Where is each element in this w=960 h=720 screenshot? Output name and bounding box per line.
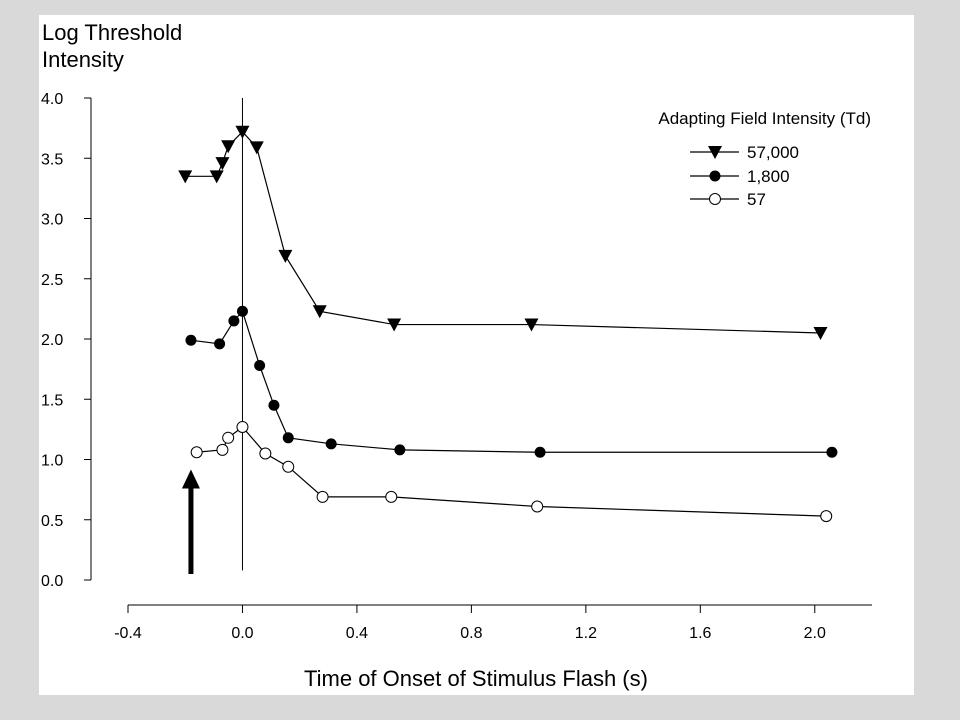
x-tick-label: 1.6 [689,625,711,642]
series-line [185,130,821,334]
y-tick-label: 1.5 [41,392,63,409]
data-point [325,438,337,450]
x-tick-label: 0.0 [231,625,253,642]
y-tick-label: 0.0 [41,573,63,590]
data-point [813,326,828,340]
data-point [524,318,539,332]
data-point [282,460,295,473]
data-point [190,446,203,459]
data-point [215,157,230,171]
series-2 [190,420,833,523]
data-point [394,444,406,456]
data-point [214,338,226,350]
legend-marker [709,193,721,205]
x-tick-label: 0.4 [346,625,368,642]
data-point [826,446,838,458]
data-point [249,141,264,155]
y-tick-label: 1.0 [41,453,63,470]
series-0 [178,125,828,340]
x-axis-title: Time of Onset of Stimulus Flash (s) [304,666,648,691]
data-point [316,490,329,503]
data-point [236,305,248,317]
legend-label: 57,000 [747,143,799,162]
plot-area: 0.0 0.5 1.0 1.5 2.0 2.5 3.0 3.5 4.0 -0.4 0.0 0.4 0.8… [41,91,872,642]
x-tick-label: 0.8 [460,625,482,642]
data-point [531,500,544,513]
y-tick-label: 3.5 [41,151,63,168]
data-point [268,399,280,411]
data-point [387,318,402,332]
data-point [178,170,193,184]
x-tick-label: -0.4 [114,625,142,642]
y-tick-label: 4.0 [41,91,63,108]
data-point [221,140,236,154]
data-point [209,170,224,184]
legend-item-2: 57 [690,190,766,209]
y-tick-label: 0.5 [41,513,63,530]
chart-svg: Log Threshold Intensity Time of Onset of… [41,20,872,691]
legend-label: 57 [747,190,766,209]
legend-marker [708,146,722,159]
data-point [534,446,546,458]
y-axis-title-line-2: Intensity [42,47,124,72]
y-tick-label: 2.5 [41,272,63,289]
x-tick-label: 2.0 [804,625,826,642]
data-point [278,249,293,263]
series-line [190,310,832,453]
legend-marker [709,170,721,182]
data-point [235,125,250,139]
data-point [254,360,266,372]
chart-frame: Log Threshold Intensity Time of Onset of… [39,15,914,695]
data-point [216,443,229,456]
legend-item-1: 1,800 [690,167,790,186]
data-point [312,305,327,319]
data-point [282,432,294,444]
data-point [228,315,240,327]
series-1 [185,305,838,458]
data-point [185,334,197,346]
legend-title: Adapting Field Intensity (Td) [658,109,871,128]
data-point [222,431,235,444]
x-tick-label: 1.2 [575,625,597,642]
legend-item-0: 57,000 [690,143,799,162]
y-tick-label: 2.0 [41,332,63,349]
data-point [259,447,272,460]
y-tick-label: 3.0 [41,212,63,229]
series-line [196,426,827,517]
y-axis-title-line-1: Log Threshold [42,20,182,45]
data-point [236,420,249,433]
arrow-head [181,469,200,489]
data-point [385,490,398,503]
legend-label: 1,800 [747,167,790,186]
data-point [820,510,833,523]
